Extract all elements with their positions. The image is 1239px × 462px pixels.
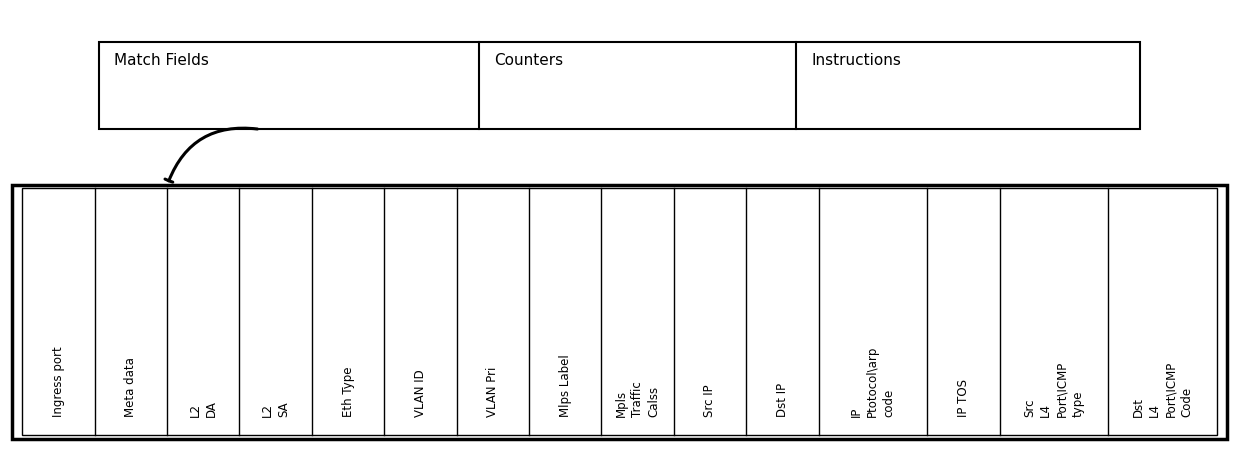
Text: IP
Ptotocol\arp
code: IP Ptotocol\arp code	[850, 346, 896, 417]
Text: Dst IP: Dst IP	[776, 383, 789, 417]
Text: L2
SA: L2 SA	[261, 401, 290, 417]
Text: Ingress port: Ingress port	[52, 346, 64, 417]
Text: Instructions: Instructions	[812, 53, 901, 68]
Text: VLAN ID: VLAN ID	[414, 369, 427, 417]
Bar	[22, 188, 1217, 435]
Text: IP TOS: IP TOS	[957, 379, 970, 417]
Text: Eth Type: Eth Type	[342, 366, 354, 417]
Text: Src
L4
Port\ICMP
type: Src L4 Port\ICMP type	[1023, 360, 1084, 417]
Text: Mpls
Traffic
Calss: Mpls Traffic Calss	[615, 381, 660, 417]
Text: Src IP: Src IP	[704, 384, 716, 417]
Text: Match Fields: Match Fields	[114, 53, 209, 68]
Text: Mlps Label: Mlps Label	[559, 354, 571, 417]
Text: VLAN Pri: VLAN Pri	[487, 366, 499, 417]
Text: Dst
L4
Port\ICMP
Code: Dst L4 Port\ICMP Code	[1132, 360, 1193, 417]
Bar	[99, 42, 1140, 129]
Bar	[12, 185, 1227, 439]
Text: Meta data: Meta data	[124, 357, 138, 417]
Text: L2
DA: L2 DA	[188, 400, 218, 417]
Text: Counters: Counters	[494, 53, 563, 68]
